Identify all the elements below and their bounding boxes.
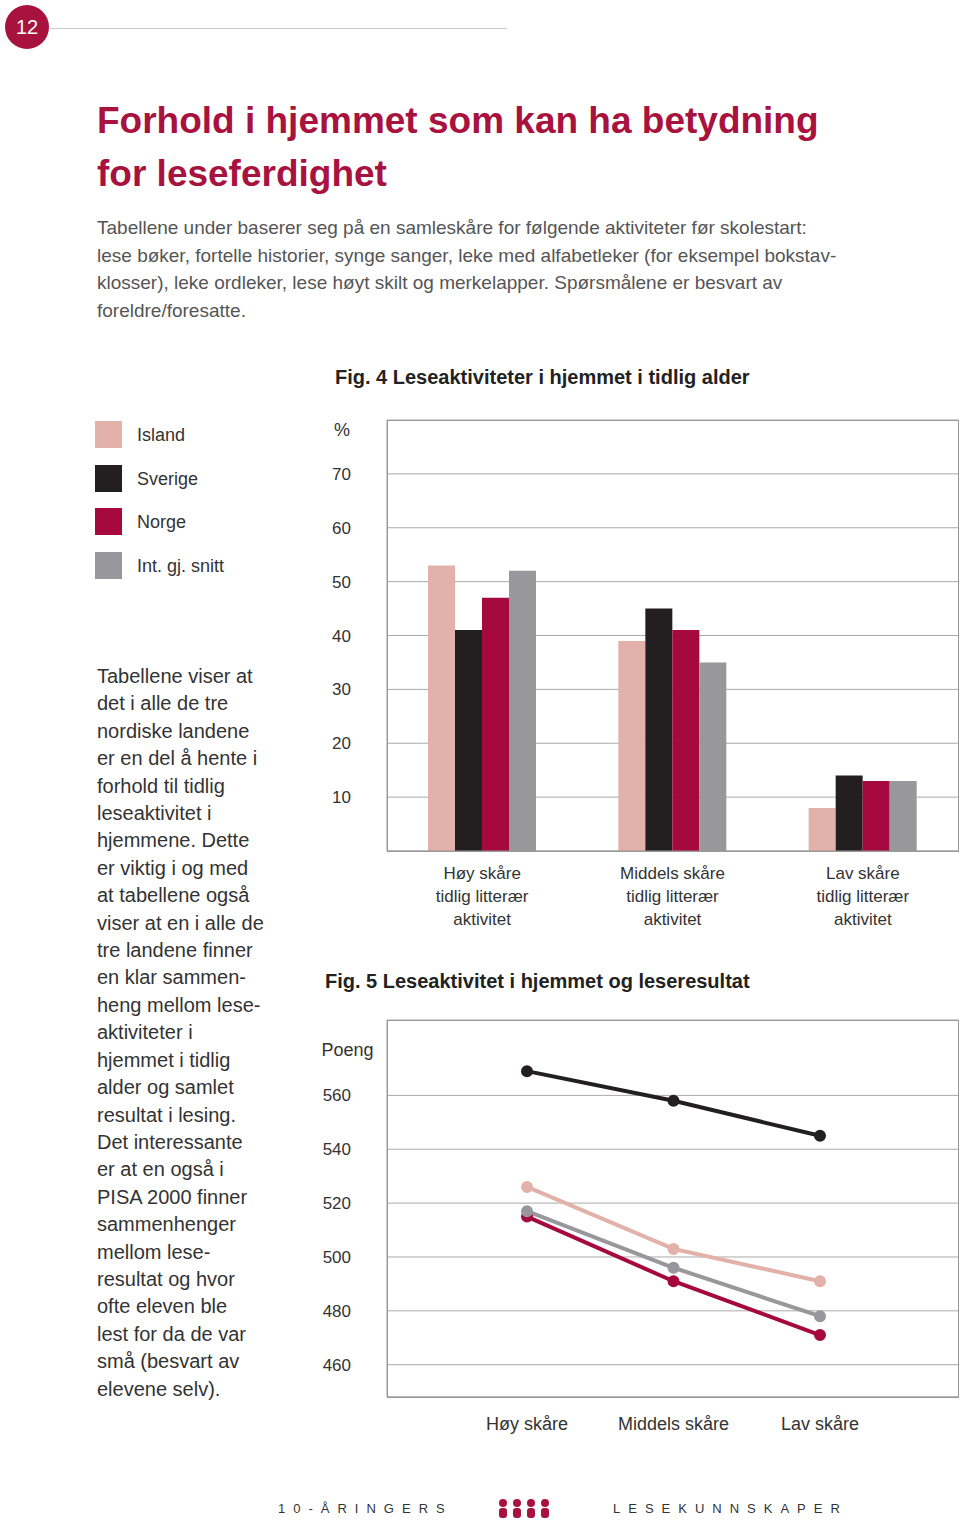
html-text:en klar sammen-: en klar sammen- (97, 966, 246, 989)
svg-text:50: 50 (332, 573, 351, 592)
html-text:alder og samlet: alder og samlet (97, 1076, 234, 1099)
svg-text:Middels skåre: Middels skåre (618, 1414, 729, 1434)
html-text:tre landene finner: tre landene finner (97, 939, 253, 962)
svg-text:Middels skåretidlig litterærak: Middels skåretidlig litteræraktivitet (620, 864, 725, 929)
svg-text:30: 30 (332, 680, 351, 699)
html-text:hjemmene. Dette: hjemmene. Dette (97, 829, 250, 852)
html-text:klosser), leke ordleker, lese: klosser), leke ordleker, lese høyt skilt… (97, 272, 783, 293)
html-text:Forhold i hjemmet som kan ha b: Forhold i hjemmet som kan ha betydning f… (97, 100, 819, 194)
svg-text:460: 460 (323, 1356, 351, 1375)
html-text:viser at en i alle de: viser at en i alle de (97, 911, 264, 934)
html-text:Int. gj. snitt: Int. gj. snitt (137, 555, 224, 576)
html-text:hjemmet i tidlig: hjemmet i tidlig (97, 1048, 231, 1071)
html-text:foreldre/foresatte.: foreldre/foresatte. (97, 299, 246, 321)
svg-text:520: 520 (323, 1194, 351, 1213)
html-text:Det interessante: Det interessante (97, 1130, 243, 1153)
html-text:mellom lese-: mellom lese- (97, 1240, 211, 1263)
svg-text:10: 10 (332, 788, 351, 807)
html-text:at tabellene også: at tabellene også (97, 884, 250, 907)
html-text:er viktig i og med: er viktig i og med (97, 856, 249, 879)
html-text:resultat og hvor: resultat og hvor (97, 1267, 235, 1290)
html-text:leseaktivitet i: leseaktivitet i (97, 802, 212, 824)
html-text:sammenhenger: sammenhenger (97, 1213, 236, 1236)
svg-text:540: 540 (323, 1140, 351, 1159)
html-text:Tabellene viser at: Tabellene viser at (97, 665, 253, 687)
svg-text:500: 500 (323, 1248, 351, 1267)
html-text:heng mellom lese-: heng mellom lese- (97, 993, 261, 1016)
html-text:12: 12 (15, 16, 39, 38)
html-text:resultat i lesing.: resultat i lesing. (97, 1103, 236, 1126)
html-text:lest for da de var: lest for da de var (97, 1322, 246, 1345)
html-text:små (besvart av: små (besvart av (97, 1350, 240, 1373)
svg-text:480: 480 (323, 1302, 351, 1321)
html-text:det i alle de tre: det i alle de tre (97, 692, 229, 715)
html-text:forhold til tidlig: forhold til tidlig (97, 774, 225, 797)
html-text:10-ÅRINGERS: 10-ÅRINGERS (278, 1501, 453, 1516)
html-text:Sverige: Sverige (137, 468, 198, 489)
svg-text:60: 60 (332, 519, 351, 538)
svg-text:Høy skåre: Høy skåre (486, 1414, 568, 1434)
html-text:er at en også i: er at en også i (97, 1158, 224, 1181)
html-text:elevene selv).: elevene selv). (97, 1377, 221, 1400)
svg-text:Lav skåre: Lav skåre (781, 1414, 859, 1434)
html-text:Norge: Norge (137, 512, 186, 532)
svg-text:20: 20 (332, 734, 351, 753)
html-text:Fig. 5 Leseaktivitet i hjemmet: Fig. 5 Leseaktivitet i hjemmet og lesere… (325, 970, 750, 992)
svg-text:40: 40 (332, 627, 351, 646)
html-text:aktiviteter i: aktiviteter i (97, 1021, 193, 1044)
html-text:lese bøker, fortelle historier: lese bøker, fortelle historier, synge sa… (97, 244, 837, 266)
html-text:er en del å hente i: er en del å hente i (97, 747, 258, 770)
html-text:Poeng: Poeng (321, 1040, 374, 1060)
html-text:nordiske landene: nordiske landene (97, 719, 250, 742)
html-text:Tabellene under baserer seg på: Tabellene under baserer seg på en samles… (97, 217, 807, 238)
html-text:Fig. 4 Leseaktiviteter i hjemm: Fig. 4 Leseaktiviteter i hjemmet i tidli… (335, 366, 750, 388)
html-text:LESEKUNNSKAPER: LESEKUNNSKAPER (613, 1501, 848, 1516)
svg-text:70: 70 (332, 465, 351, 484)
html-text:PISA 2000 finner: PISA 2000 finner (97, 1185, 248, 1208)
html-text:ofte eleven ble: ofte eleven ble (97, 1295, 228, 1318)
html-text:Island: Island (137, 425, 185, 445)
svg-text:560: 560 (323, 1086, 351, 1105)
svg-text:Lav skåretidlig litteræraktivi: Lav skåretidlig litteræraktivitet (817, 864, 910, 929)
svg-text:Høy skåretidlig litteræraktivi: Høy skåretidlig litteræraktivitet (436, 864, 529, 929)
